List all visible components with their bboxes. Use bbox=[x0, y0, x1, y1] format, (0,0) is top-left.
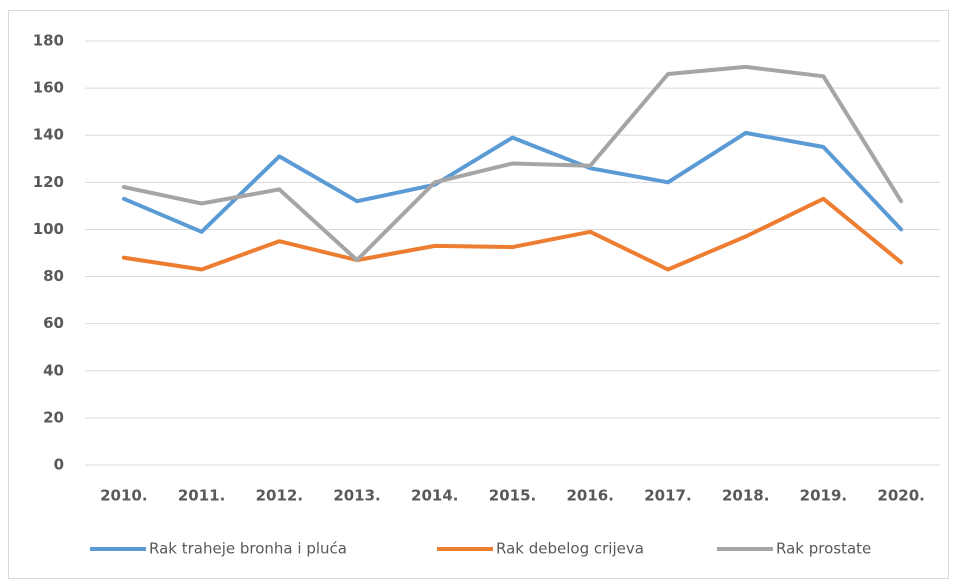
y-tick-label: 20 bbox=[43, 408, 64, 426]
x-tick-label: 2017. bbox=[644, 487, 691, 505]
legend-label: Rak debelog crijeva bbox=[496, 540, 644, 558]
x-tick-label: 2010. bbox=[100, 487, 147, 505]
y-tick-label: 180 bbox=[33, 32, 64, 50]
series-line bbox=[121, 196, 904, 272]
x-tick-label: 2018. bbox=[722, 487, 769, 505]
x-tick-label: 2011. bbox=[178, 487, 225, 505]
y-tick-label: 100 bbox=[33, 220, 64, 238]
series-line bbox=[121, 64, 904, 263]
y-tick-label: 40 bbox=[43, 361, 64, 379]
y-tick-label: 60 bbox=[43, 314, 64, 332]
x-tick-label: 2012. bbox=[256, 487, 303, 505]
x-tick-label: 2020. bbox=[877, 487, 924, 505]
x-tick-label: 2014. bbox=[411, 487, 458, 505]
y-tick-label: 80 bbox=[43, 267, 64, 285]
x-tick-label: 2013. bbox=[333, 487, 380, 505]
y-tick-label: 160 bbox=[33, 79, 64, 97]
legend-label: Rak traheje bronha i pluća bbox=[149, 540, 347, 558]
chart-frame bbox=[8, 10, 949, 579]
legend-label: Rak prostate bbox=[776, 540, 871, 558]
y-tick-label: 140 bbox=[33, 126, 64, 144]
y-tick-label: 120 bbox=[33, 173, 64, 191]
y-tick-label: 0 bbox=[54, 456, 64, 474]
x-tick-label: 2019. bbox=[800, 487, 847, 505]
x-tick-label: 2016. bbox=[567, 487, 614, 505]
series-line bbox=[121, 130, 904, 234]
x-tick-label: 2015. bbox=[489, 487, 536, 505]
